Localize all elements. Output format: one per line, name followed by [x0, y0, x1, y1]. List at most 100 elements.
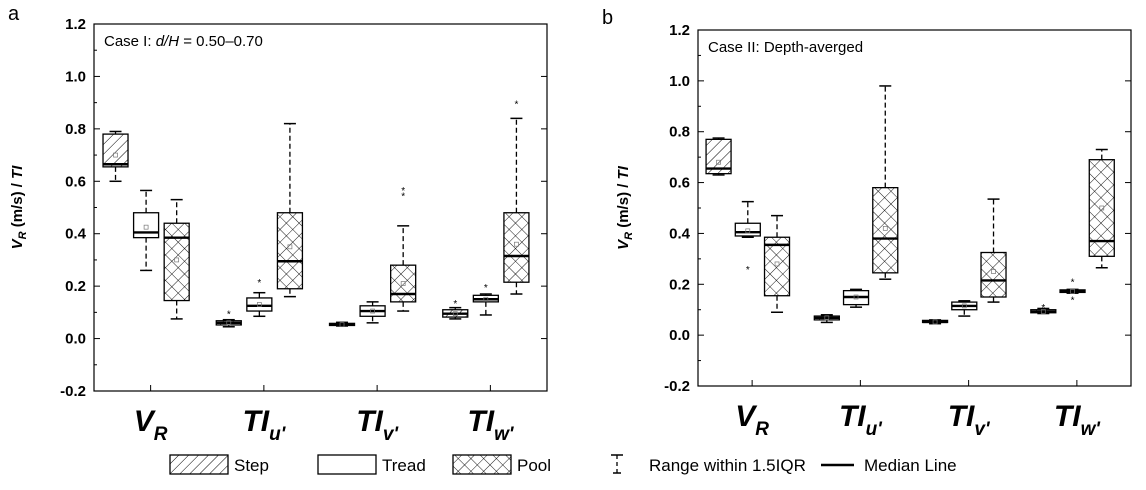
y-tick-label: 1.0 [65, 68, 86, 85]
mean-marker [483, 296, 489, 302]
x-category-label: VR [735, 400, 769, 440]
mean-marker [882, 225, 888, 231]
x-category-label: TIv' [356, 405, 399, 445]
box-tread-3: ** [1059, 277, 1086, 306]
y-tick-label: -0.2 [664, 378, 690, 395]
y-tick-label: 0.0 [669, 327, 690, 344]
mean-marker [1040, 309, 1046, 314]
mean-marker [452, 311, 458, 317]
outlier-marker: * [514, 100, 518, 111]
y-tick-label: 1.2 [65, 16, 86, 33]
box-tread-3: * [472, 283, 499, 316]
box-tread-0 [132, 189, 160, 272]
x-category-label: TIu' [242, 405, 286, 445]
box-tread-1: * [246, 278, 273, 318]
mean-marker [514, 241, 519, 247]
mean-marker [226, 320, 232, 326]
mean-marker [745, 228, 751, 234]
outlier-marker: * [453, 299, 457, 310]
mean-marker [143, 224, 149, 230]
x-category-label: TIw' [1054, 400, 1101, 440]
mean-marker [256, 302, 262, 307]
panel-label: b [602, 7, 613, 29]
box-iqr [102, 133, 129, 168]
box-step-0 [102, 130, 129, 183]
mean-marker [1070, 289, 1075, 294]
box-iqr [503, 212, 530, 283]
box-pool-1 [276, 122, 304, 298]
legend-item-step: Step [169, 454, 269, 475]
x-category-label: TIv' [948, 400, 991, 440]
mean-marker [1099, 205, 1105, 211]
panel-label: a [8, 3, 20, 25]
box-iqr [734, 222, 761, 237]
mean-marker [853, 294, 859, 300]
outlier-marker: * [746, 265, 750, 276]
mean-marker [961, 303, 967, 309]
box-tread-0: * [734, 200, 761, 276]
box-pool-2: ** [390, 186, 417, 312]
legend-label: Step [234, 456, 269, 475]
box-step-2 [328, 321, 356, 328]
x-category-label: TIw' [467, 405, 514, 445]
plot-frame [697, 29, 1132, 387]
mean-marker [824, 315, 830, 321]
chart-title: Case II: Depth-averged [708, 39, 863, 56]
outlier-marker: * [1041, 303, 1045, 314]
box-tread-2 [951, 300, 978, 317]
box-iqr [763, 236, 791, 297]
box-pool-0 [163, 198, 190, 320]
box-iqr [276, 212, 304, 290]
legend-label: Range within 1.5IQR [649, 456, 806, 475]
legend-label: Median Line [864, 456, 957, 475]
legend-swatch [452, 454, 512, 475]
outlier-marker: * [257, 278, 261, 289]
y-axis-label: VR (m/s) / TI [615, 165, 635, 250]
legend-swatch [317, 454, 377, 475]
y-tick-label: 0.0 [65, 331, 86, 348]
mean-marker [774, 261, 780, 267]
box-step-2 [921, 319, 949, 325]
box-step-1 [813, 314, 840, 324]
mean-marker [370, 308, 375, 314]
y-tick-label: -0.2 [60, 383, 86, 400]
legend-label: Pool [517, 456, 551, 475]
outlier-marker: * [401, 186, 405, 197]
legend-item-pool: Pool [452, 454, 551, 475]
mean-marker [339, 322, 345, 328]
legend: Step Tread Pool Range within 1.5IQR Median L… [169, 454, 957, 475]
box-step-3: * [1030, 303, 1057, 315]
y-tick-label: 1.2 [669, 22, 690, 39]
legend-item-median: Median Line [821, 456, 957, 475]
outlier-marker: * [1071, 277, 1075, 288]
outlier-marker: * [1071, 295, 1075, 306]
box-pool-0 [763, 214, 791, 314]
legend-item-whisker: Range within 1.5IQR [611, 454, 806, 475]
box-step-1: * [215, 309, 242, 328]
outlier-marker: * [401, 191, 405, 202]
box-pool-1 [872, 85, 899, 280]
box-tread-2 [359, 301, 386, 324]
y-tick-label: 0.4 [65, 226, 87, 243]
box-iqr [246, 297, 273, 312]
plot-frame [93, 23, 548, 392]
legend-item-tread: Tread [317, 454, 426, 475]
mean-marker [174, 257, 180, 263]
box-iqr [980, 251, 1007, 298]
chart-panel-a: a -0.2 0.0 0.2 0.4 0.6 0.8 1.0 1.2 VR (m/s) / TI C… [8, 3, 548, 445]
chart-panel-b: b -0.2 0.0 0.2 0.4 0.6 0.8 1.0 1.2 VR (m/s) / TI C… [602, 7, 1132, 440]
y-tick-label: 0.8 [669, 124, 690, 141]
box-pool-3 [1088, 148, 1115, 269]
box-tread-1 [842, 288, 870, 308]
chart-title: Case I: d/H = 0.50–0.70 [104, 33, 263, 50]
box-pool-2 [980, 198, 1007, 303]
y-tick-label: 1.0 [669, 73, 690, 90]
box-pool-3: * [503, 100, 530, 295]
box-iqr [390, 264, 417, 303]
mean-marker [287, 244, 293, 250]
mean-marker [932, 319, 938, 325]
outlier-marker: * [484, 283, 488, 294]
y-tick-label: 0.6 [669, 175, 690, 192]
y-tick-label: 0.4 [669, 225, 691, 242]
